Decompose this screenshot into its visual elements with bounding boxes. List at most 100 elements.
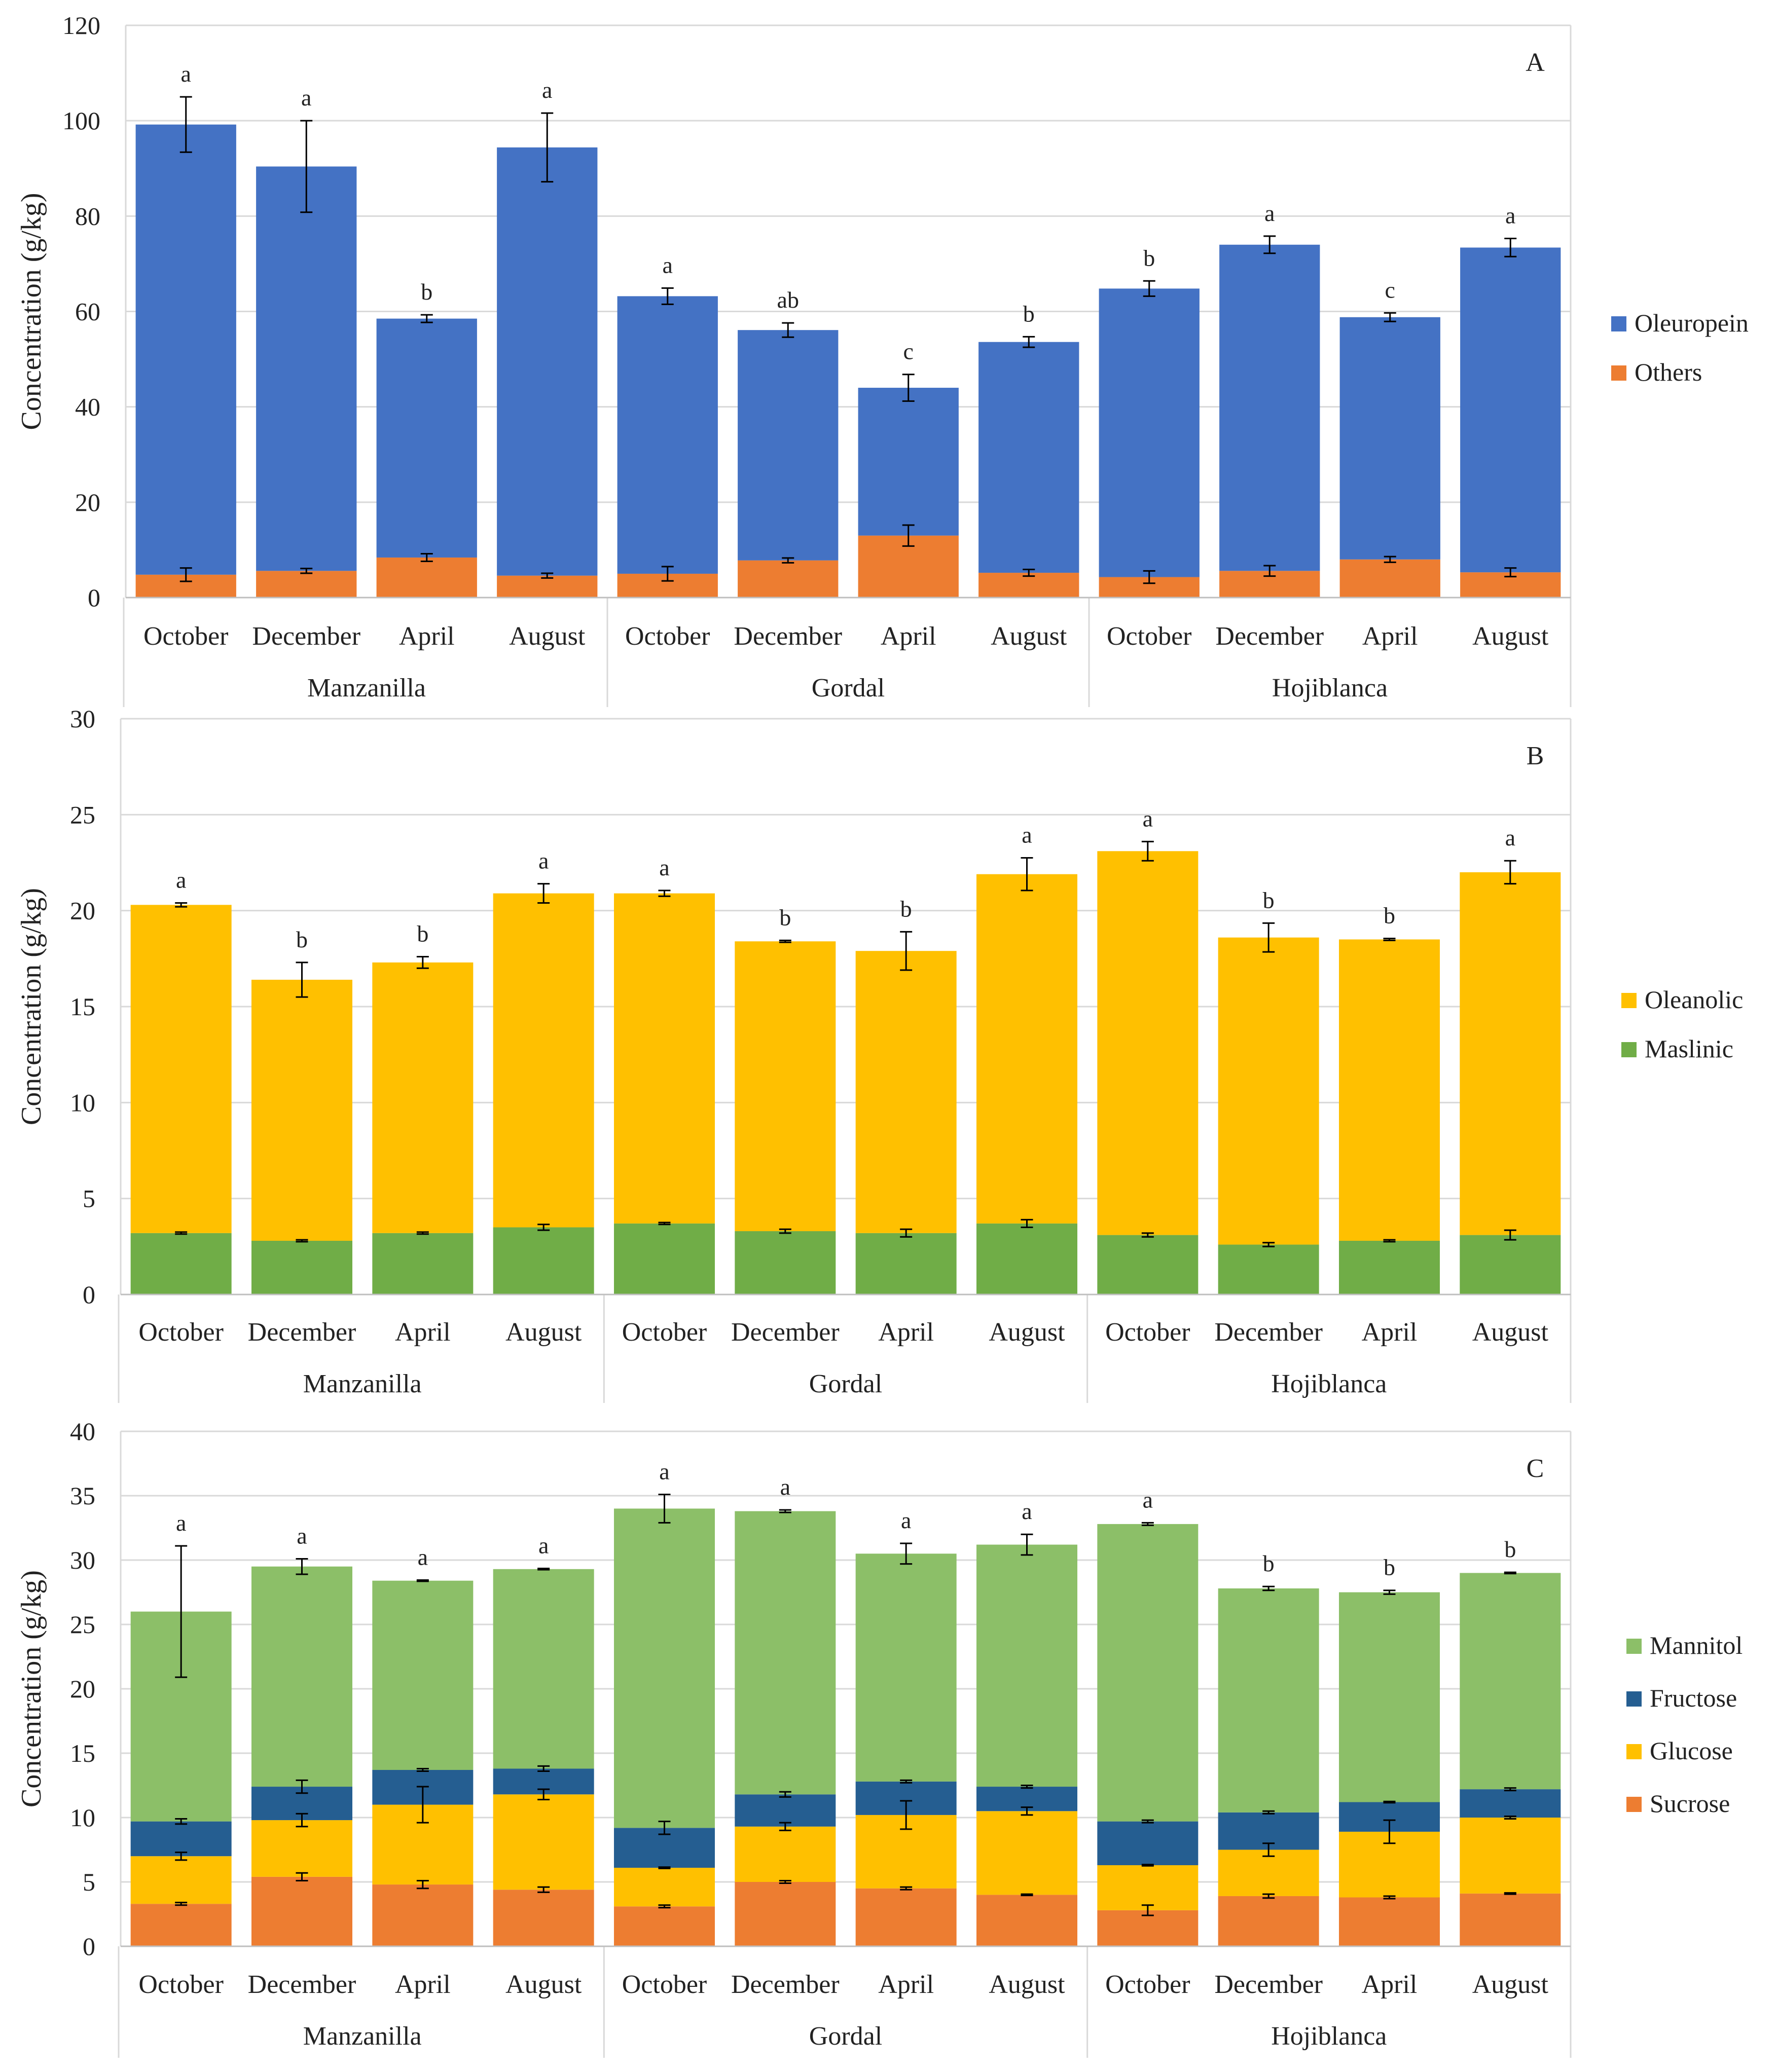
x-tick-label: October	[622, 1318, 707, 1347]
x-tick-label: August	[1472, 622, 1549, 651]
bar-mannitol	[251, 1566, 353, 1787]
x-tick-label: October	[138, 1970, 223, 1999]
bar-sucrose	[372, 1884, 474, 1946]
significance-letter: a	[538, 1533, 549, 1559]
bar-sucrose	[976, 1895, 1078, 1946]
bar-glucose	[1460, 1818, 1561, 1894]
bar-oleanolic	[1097, 851, 1199, 1235]
bar-mannitol	[493, 1569, 594, 1769]
group-label: Manzanilla	[307, 674, 426, 702]
x-tick-label: April	[1362, 622, 1418, 651]
bar-maslinic	[372, 1233, 474, 1294]
bar-oleanolic	[1338, 939, 1440, 1241]
bar-oleanolic	[493, 893, 594, 1228]
y-tick-label: 40	[70, 1417, 95, 1446]
significance-letter: a	[663, 252, 673, 278]
x-tick-label: August	[1472, 1970, 1549, 1999]
significance-letter: c	[903, 339, 914, 364]
bar-sucrose	[130, 1904, 232, 1946]
x-tick-label: August	[989, 1970, 1065, 1999]
bar-glucose	[251, 1820, 353, 1877]
legend-label-oleuropein: Oleuropein	[1635, 309, 1749, 337]
x-tick-label: December	[1214, 1970, 1323, 1999]
bar-maslinic	[735, 1231, 836, 1294]
x-tick-label: August	[505, 1970, 582, 1999]
chart-panel-a: 0 20 40 60 80 100 120 a October a December b April a A…	[16, 11, 1749, 707]
bar-oleuropein	[978, 342, 1079, 573]
bar-maslinic	[613, 1223, 715, 1294]
group-label: Gordal	[809, 2022, 882, 2051]
group-label: Manzanilla	[303, 1370, 422, 1398]
x-tick-label: April	[881, 622, 936, 651]
bar-oleuropein	[858, 388, 959, 536]
bar-others	[738, 560, 839, 598]
bar-oleanolic	[251, 979, 353, 1241]
legend-swatch-others	[1611, 365, 1626, 381]
bar-sucrose	[1218, 1896, 1319, 1946]
y-axis-title: Concentration (g/kg)	[16, 193, 47, 430]
significance-letter: a	[901, 1507, 911, 1533]
x-tick-label: December	[248, 1318, 356, 1347]
y-tick-label: 120	[62, 11, 100, 40]
bar-oleuropein	[256, 166, 357, 571]
y-tick-label: 10	[70, 1088, 95, 1117]
chart-panel-c: 0 5 10 15 20 25 30 35 40 a October a December a April a…	[16, 1417, 1743, 2058]
bar-sucrose	[493, 1890, 594, 1946]
bar-maslinic	[976, 1223, 1078, 1294]
y-tick-label: 20	[70, 1675, 95, 1703]
x-tick-label: December	[731, 1970, 840, 1999]
bar-mannitol	[1097, 1524, 1199, 1822]
bar-oleanolic	[372, 962, 474, 1233]
y-tick-label: 80	[75, 202, 100, 230]
bar-sucrose	[1460, 1893, 1561, 1946]
bar-mannitol	[855, 1553, 957, 1782]
legend-label-mannitol: Mannitol	[1650, 1631, 1743, 1659]
significance-letter: b	[1023, 301, 1035, 326]
group-label: Hojiblanca	[1272, 674, 1388, 702]
y-tick-label: 5	[83, 1868, 95, 1896]
significance-letter: a	[297, 1523, 307, 1548]
group-label: Gordal	[809, 1370, 882, 1398]
bar-glucose	[493, 1794, 594, 1890]
bar-oleanolic	[130, 905, 232, 1233]
significance-letter: a	[542, 77, 552, 103]
significance-letter: b	[1384, 1555, 1395, 1580]
bar-mannitol	[735, 1511, 836, 1795]
bar-oleuropein	[1339, 317, 1440, 560]
x-tick-label: October	[143, 622, 228, 651]
x-tick-label: December	[1214, 1318, 1323, 1347]
significance-letter: c	[1385, 277, 1395, 303]
y-tick-label: 0	[83, 1280, 95, 1309]
legend-label-oleanolic: Oleanolic	[1645, 985, 1743, 1014]
x-tick-label: August	[505, 1318, 582, 1347]
x-tick-label: December	[731, 1318, 840, 1347]
bar-maslinic	[493, 1227, 594, 1294]
bar-glucose	[130, 1856, 232, 1904]
bar-mannitol	[372, 1580, 474, 1770]
bar-maslinic	[251, 1240, 353, 1294]
x-tick-label: April	[399, 622, 455, 651]
legend-swatch-sucrose	[1626, 1797, 1642, 1812]
chart-panel-b: 0 5 10 15 20 25 30 a October b December b April a Augu…	[16, 705, 1743, 1403]
significance-letter: b	[1263, 887, 1275, 913]
bar-glucose	[1097, 1865, 1199, 1910]
bar-oleanolic	[735, 941, 836, 1232]
significance-letter: a	[780, 1474, 790, 1500]
bar-mannitol	[976, 1544, 1078, 1787]
x-tick-label: August	[991, 622, 1067, 651]
bar-oleanolic	[613, 893, 715, 1224]
bar-sucrose	[735, 1882, 836, 1946]
significance-letter: a	[418, 1544, 428, 1570]
legend-swatch-fructose	[1626, 1691, 1642, 1707]
bar-maslinic	[1218, 1244, 1319, 1294]
bar-mannitol	[1218, 1588, 1319, 1812]
y-tick-label: 25	[70, 1610, 95, 1639]
x-tick-label: October	[1105, 1318, 1190, 1347]
y-tick-label: 5	[83, 1185, 95, 1213]
bar-oleanolic	[1218, 937, 1319, 1245]
panel-label: A	[1526, 48, 1545, 77]
bar-fructose	[130, 1821, 232, 1857]
legend-swatch-mannitol	[1626, 1639, 1642, 1654]
x-tick-label: April	[395, 1318, 451, 1347]
